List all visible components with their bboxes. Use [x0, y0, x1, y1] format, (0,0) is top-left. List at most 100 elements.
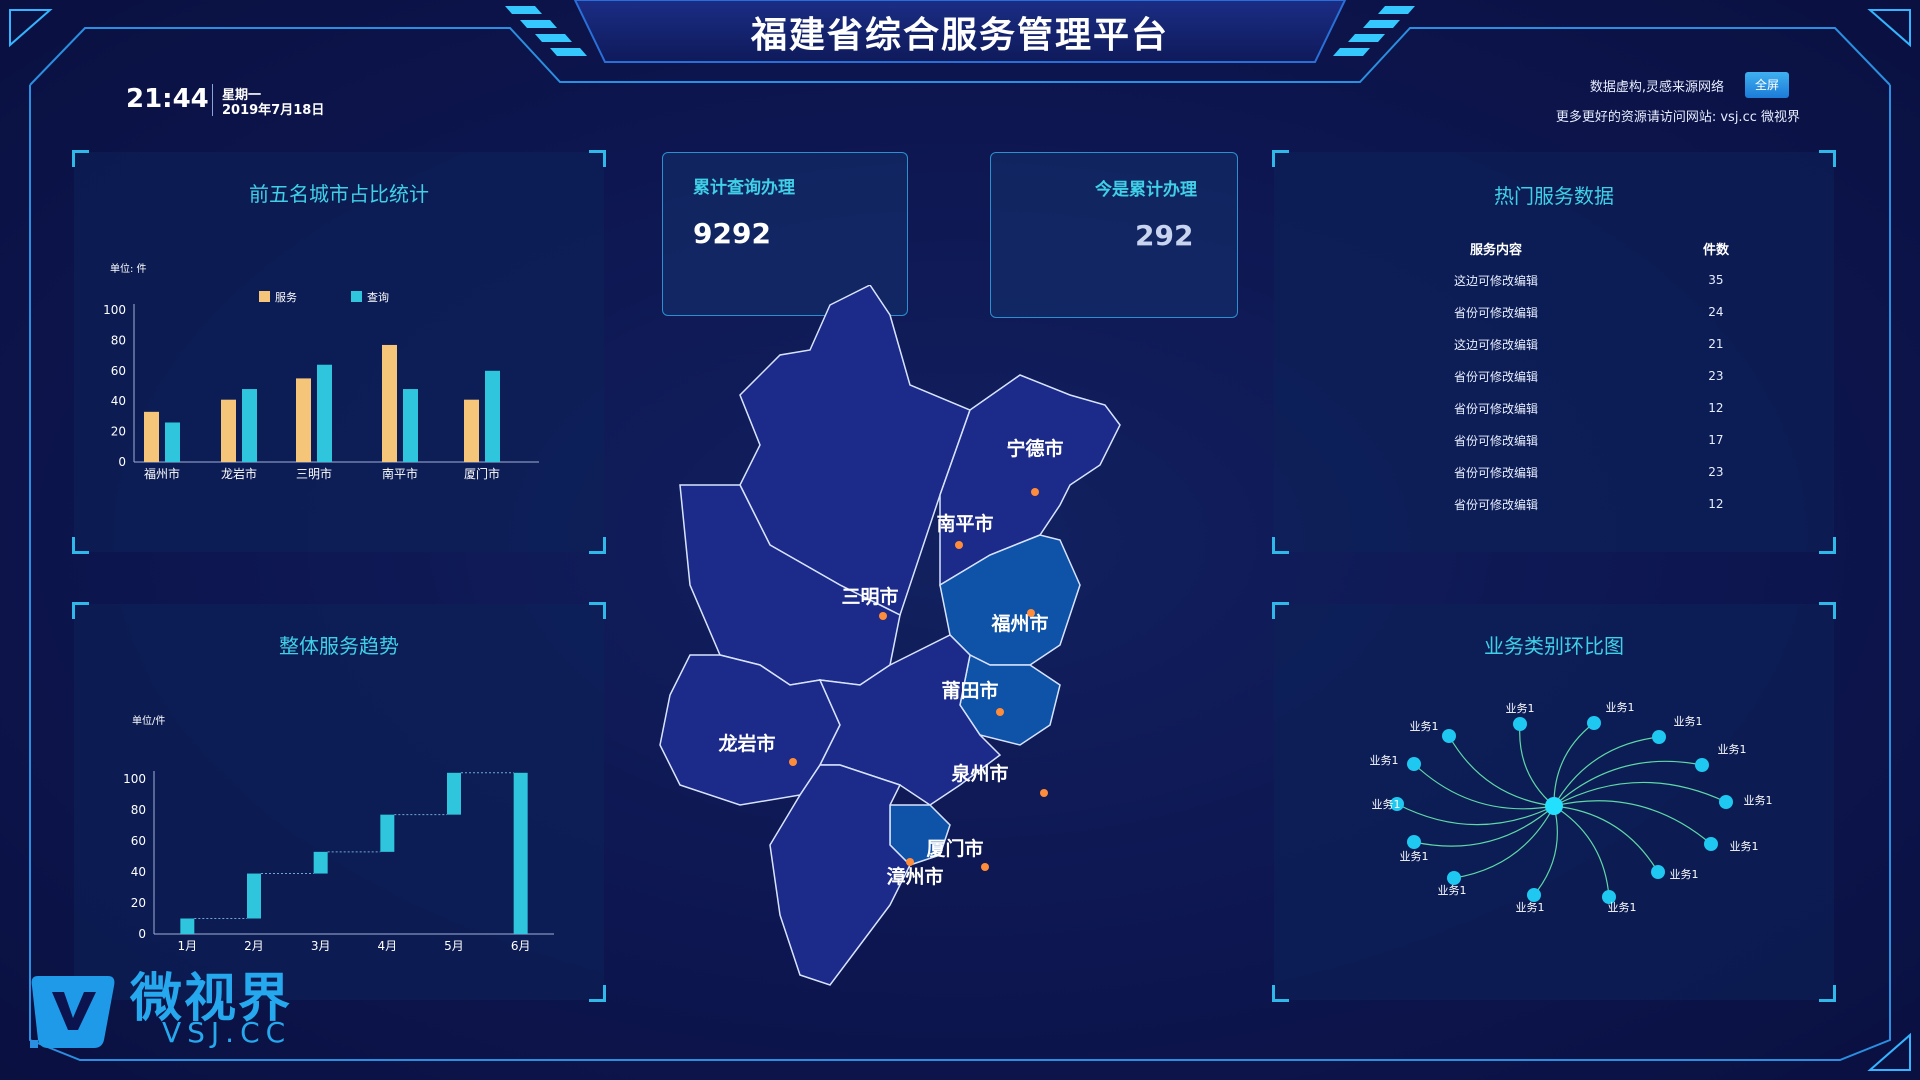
city-ratio-chart: 单位: 件服务 查询 0 20 40 60 80 100 福州市 龙岩市 三明市 南平市 厦门市: [103, 262, 539, 481]
service-name-cell: 省份可修改编辑: [1453, 497, 1538, 512]
x-tick-label: 龙岩市: [221, 466, 257, 481]
x-tick-label: 1月: [178, 939, 198, 953]
graph-edge: [1553, 760, 1703, 807]
service-count-cell: 12: [1708, 497, 1724, 511]
trend-title: 整体服务趋势: [279, 634, 399, 658]
bar: [180, 918, 195, 934]
city-marker: [906, 858, 914, 866]
graph-edge: [1553, 722, 1595, 807]
today-total-box: 今是累计办理 292: [990, 152, 1238, 318]
table-header-row: 服务内容 件数: [1330, 232, 1770, 264]
corner-decoration: [589, 150, 606, 167]
city-marker: [1040, 789, 1048, 797]
graph-edge: [1413, 805, 1555, 847]
corner-decoration: [589, 985, 606, 1002]
city-label: 漳州市: [886, 865, 943, 888]
service-count-cell: 12: [1708, 401, 1724, 415]
graph-edge: [1553, 805, 1610, 898]
graph-node: [1513, 717, 1527, 731]
corner-decoration: [1272, 150, 1289, 167]
corner-decoration: [1819, 537, 1836, 554]
bar: [403, 389, 418, 462]
graph-node: [1652, 730, 1666, 744]
bar: [165, 422, 180, 462]
bar: [144, 411, 159, 462]
y-tick-label: 0: [138, 927, 146, 941]
table-row[interactable]: 省份可修改编辑 12: [1330, 392, 1770, 424]
legend-swatch: [259, 291, 270, 302]
column-header: 服务内容: [1469, 242, 1522, 258]
graph-edge: [1553, 800, 1712, 845]
trend-chart: 单位/件 0 20 40 60 80 100 1月 2月 3月 4月 5月 6月: [123, 714, 554, 953]
table-row[interactable]: 省份可修改编辑 24: [1330, 296, 1770, 328]
service-count-cell: 24: [1708, 305, 1724, 319]
service-name-cell: 省份可修改编辑: [1453, 305, 1538, 320]
graph-node-label: 业务1: [1372, 798, 1401, 811]
table-row[interactable]: 这边可修改编辑 35: [1330, 264, 1770, 296]
table-row[interactable]: 这边可修改编辑 21: [1330, 328, 1770, 360]
graph-node: [1407, 835, 1421, 849]
y-tick-label: 40: [111, 394, 126, 408]
corner-decoration: [1819, 150, 1836, 167]
graph-node: [1587, 716, 1601, 730]
table-row[interactable]: 省份可修改编辑 17: [1330, 424, 1770, 456]
corner-decoration: [589, 537, 606, 554]
bar: [382, 344, 397, 462]
bar: [447, 772, 461, 815]
bar: [513, 772, 528, 934]
business-graph: 业务1 业务1 业务1 业务1 业务1 业务1 业务1 业务1 业务1 业务1 业务1 业务1 业务1 业…: [1370, 701, 1773, 914]
graph-edge: [1519, 723, 1555, 807]
unit-label: 单位/件: [132, 714, 165, 727]
y-tick-label: 40: [131, 865, 146, 879]
y-tick-label: 20: [131, 896, 146, 910]
hot-services-table: 服务内容 件数 这边可修改编辑 35 省份可修改编辑 24 这边可修改编辑 21 省份可修改…: [1330, 232, 1770, 520]
service-count-cell: 17: [1708, 433, 1724, 447]
table-row[interactable]: 省份可修改编辑 12: [1330, 488, 1770, 520]
city-ratio-title: 前五名城市占比统计: [249, 182, 429, 206]
x-tick-label: 5月: [444, 939, 464, 953]
fullscreen-button[interactable]: 全屏: [1745, 72, 1789, 98]
graph-node-label: 业务1: [1438, 884, 1467, 897]
corner-decoration: [1272, 602, 1289, 619]
data-note: 数据虚构,灵感来源网络: [1589, 80, 1724, 95]
bar: [242, 389, 257, 462]
legend-label: 查询: [367, 290, 389, 304]
column-header: 件数: [1702, 242, 1729, 258]
graph-node-label: 业务1: [1370, 754, 1399, 767]
weekday: 星期一: [222, 88, 262, 103]
unit-label: 单位: 件: [110, 262, 147, 275]
city-label: 泉州市: [950, 762, 1008, 785]
x-tick-label: 6月: [511, 939, 531, 953]
city-marker: [1031, 488, 1039, 496]
graph-node-label: 业务1: [1730, 840, 1759, 853]
table-row[interactable]: 省份可修改编辑 23: [1330, 360, 1770, 392]
graph-edge: [1533, 805, 1558, 896]
city-ratio-panel: 前五名城市占比统计 单位: 件服务 查询 0 20 40 60 80 100 福州市 龙岩市 三明市…: [72, 150, 606, 554]
graph-node-label: 业务1: [1670, 868, 1699, 881]
bar: [317, 364, 332, 462]
corner-decoration: [1819, 985, 1836, 1002]
city-marker: [1027, 609, 1035, 617]
service-name-cell: 这边可修改编辑: [1453, 337, 1538, 352]
service-name-cell: 省份可修改编辑: [1453, 465, 1538, 480]
graph-node: [1704, 837, 1718, 851]
corner-decoration: [589, 602, 606, 619]
table-row[interactable]: 省份可修改编辑 23: [1330, 456, 1770, 488]
city-marker: [955, 541, 963, 549]
corner-decoration: [1272, 537, 1289, 554]
region-zhangzhou[interactable]: [769, 764, 911, 986]
page-title: 福建省综合服务管理平台: [750, 15, 1169, 56]
graph-node: [1651, 865, 1665, 879]
total-query-box: 累计查询办理 9292: [662, 152, 908, 316]
service-count-cell: 21: [1708, 337, 1724, 351]
city-label: 厦门市: [926, 837, 983, 860]
corner-decoration: [72, 537, 89, 554]
graph-center-node: [1545, 797, 1563, 815]
hot-services-title: 热门服务数据: [1494, 184, 1614, 208]
corner-decoration: [1819, 602, 1836, 619]
bar: [221, 399, 236, 462]
date: 2019年7月18日: [222, 103, 325, 118]
graph-node-label: 业务1: [1410, 720, 1439, 733]
city-label: 宁德市: [1006, 437, 1063, 460]
